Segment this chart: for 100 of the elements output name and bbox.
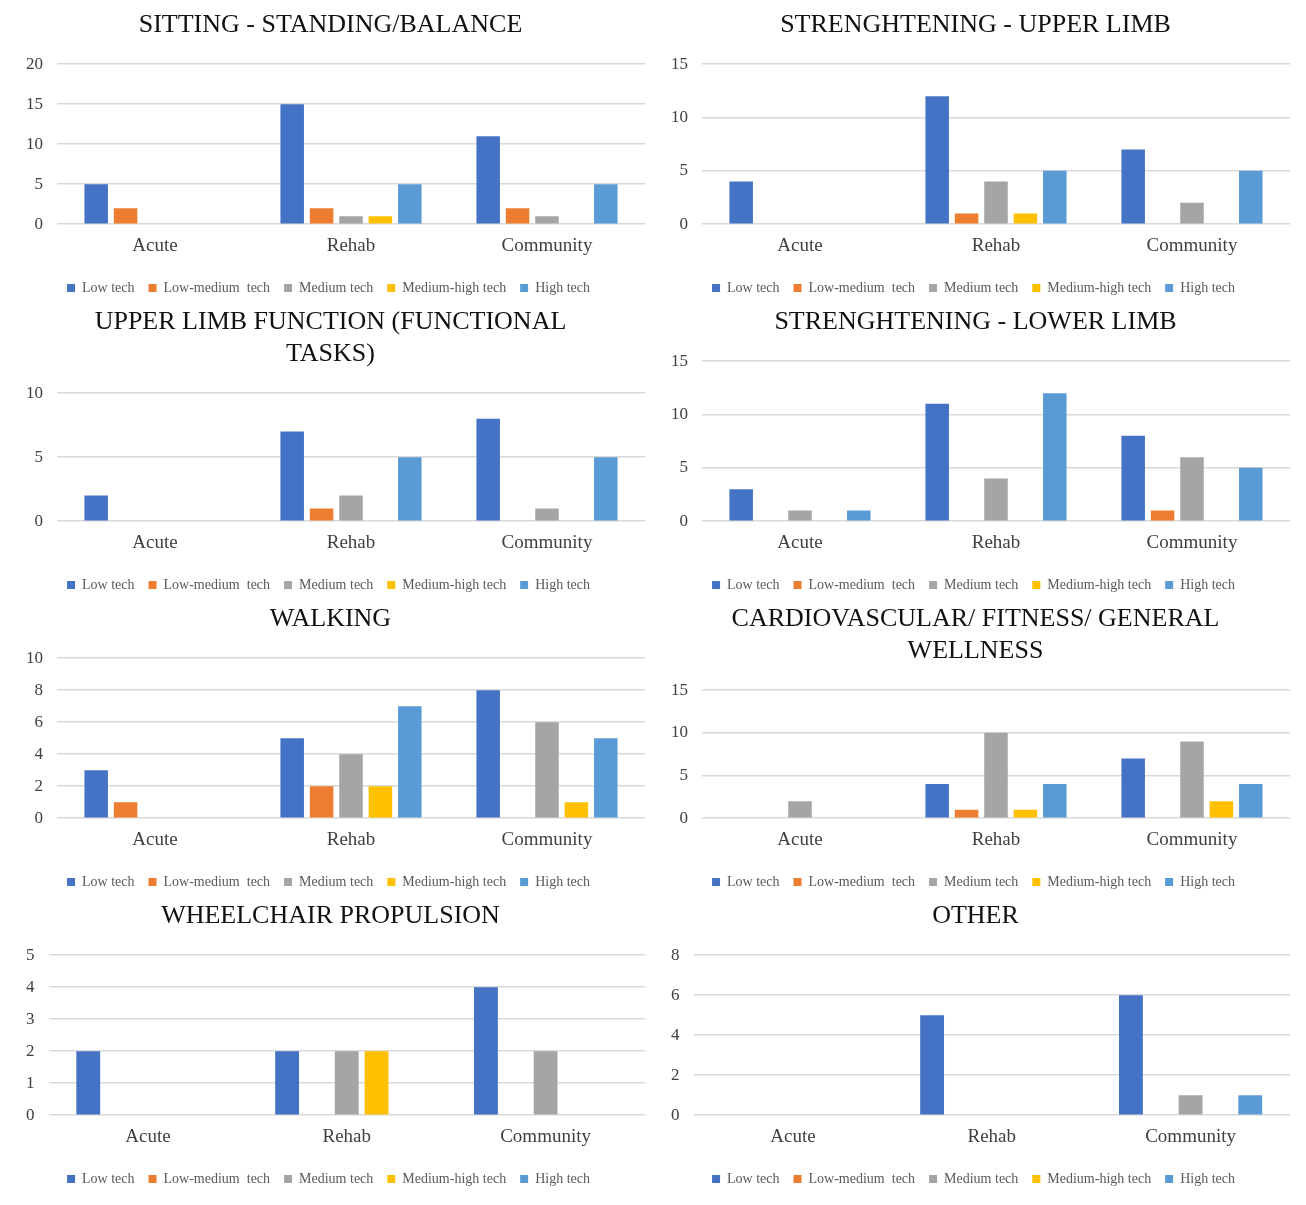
bar bbox=[1178, 1095, 1203, 1115]
legend-label: Low-medium tech bbox=[808, 1170, 916, 1186]
bar bbox=[729, 489, 753, 521]
bar bbox=[476, 136, 500, 224]
x-tick-label: Community bbox=[1146, 233, 1238, 255]
y-tick-label: 0 bbox=[34, 213, 43, 233]
legend-label: High tech bbox=[535, 1170, 590, 1186]
legend-label: Medium tech bbox=[299, 873, 374, 889]
bar bbox=[920, 1015, 945, 1115]
bar bbox=[309, 786, 334, 818]
bar bbox=[925, 784, 949, 818]
legend-label: Medium-high tech bbox=[402, 1170, 507, 1186]
legend-label: High tech bbox=[1180, 576, 1235, 592]
legend-label: Low-medium tech bbox=[163, 279, 271, 295]
legend-label: Medium tech bbox=[299, 1170, 374, 1186]
bar bbox=[535, 216, 559, 224]
x-tick-label: Acute bbox=[770, 1124, 816, 1146]
x-tick-label: Rehab bbox=[967, 1124, 1017, 1146]
bar bbox=[1043, 784, 1067, 818]
bar bbox=[984, 478, 1008, 521]
x-tick-label: Rehab bbox=[322, 1124, 372, 1146]
legend-label: High tech bbox=[535, 279, 590, 295]
legend-label: Low tech bbox=[727, 1170, 780, 1186]
bar bbox=[84, 770, 108, 818]
y-tick-label: 6 bbox=[671, 984, 680, 1004]
chart-title: OTHER bbox=[931, 899, 1020, 931]
legend-label: High tech bbox=[1180, 1170, 1235, 1186]
y-tick-label: 10 bbox=[26, 133, 43, 153]
y-tick-label: 10 bbox=[671, 722, 688, 742]
bar bbox=[847, 510, 871, 521]
bar bbox=[535, 722, 559, 818]
legend-label: High tech bbox=[535, 873, 590, 889]
x-tick-label: Acute bbox=[777, 233, 823, 255]
x-tick-label: Community bbox=[1146, 530, 1238, 552]
bar bbox=[1209, 801, 1234, 818]
y-tick-label: 2 bbox=[26, 1040, 35, 1060]
bar bbox=[984, 181, 1008, 224]
x-tick-label: Community bbox=[501, 233, 593, 255]
x-tick-label: Rehab bbox=[971, 827, 1021, 849]
chart-title: STRENGHTENING - UPPER LIMB bbox=[779, 8, 1172, 40]
y-tick-label: 15 bbox=[671, 679, 688, 699]
legend-label: Medium tech bbox=[944, 1170, 1019, 1186]
legend-label: Medium-high tech bbox=[402, 576, 507, 592]
legend-label: Medium-high tech bbox=[402, 279, 507, 295]
legend-label: Medium-high tech bbox=[1047, 576, 1152, 592]
x-tick-label: Community bbox=[500, 1124, 592, 1146]
y-tick-label: 5 bbox=[679, 160, 688, 180]
legend-label: Medium-high tech bbox=[1047, 873, 1152, 889]
bar bbox=[564, 802, 589, 818]
x-tick-label: Community bbox=[1145, 1124, 1237, 1146]
x-tick-label: Rehab bbox=[326, 827, 376, 849]
bar bbox=[1043, 170, 1067, 224]
bar bbox=[84, 184, 108, 224]
y-tick-label: 0 bbox=[679, 213, 688, 233]
y-tick-label: 15 bbox=[671, 53, 688, 73]
legend-label: High tech bbox=[1180, 279, 1235, 295]
legend-label: Low-medium tech bbox=[163, 1170, 271, 1186]
legend-label: Low tech bbox=[727, 279, 780, 295]
bar bbox=[1121, 758, 1145, 818]
bar bbox=[476, 690, 500, 818]
bar bbox=[1121, 435, 1145, 521]
y-tick-label: 0 bbox=[34, 807, 43, 827]
y-tick-label: 8 bbox=[34, 679, 43, 699]
x-tick-label: Acute bbox=[125, 1124, 171, 1146]
x-tick-label: Community bbox=[1146, 827, 1238, 849]
y-tick-label: 10 bbox=[26, 647, 43, 667]
x-tick-label: Acute bbox=[777, 827, 823, 849]
y-tick-label: 10 bbox=[26, 382, 43, 402]
bar bbox=[1239, 784, 1263, 818]
bar bbox=[788, 510, 812, 521]
x-tick-label: Community bbox=[501, 530, 593, 552]
bar bbox=[1180, 457, 1204, 521]
x-tick-label: Acute bbox=[777, 530, 823, 552]
bar bbox=[788, 801, 812, 818]
x-tick-label: Rehab bbox=[971, 530, 1021, 552]
bar bbox=[113, 802, 138, 818]
chart-title: UPPER LIMB FUNCTION (FUNCTIONAL TASKS) bbox=[93, 305, 568, 369]
legend-label: Medium tech bbox=[944, 873, 1019, 889]
x-tick-label: Rehab bbox=[326, 233, 376, 255]
y-tick-label: 5 bbox=[679, 765, 688, 784]
legend-label: Medium-high tech bbox=[1047, 279, 1152, 295]
legend-label: Low tech bbox=[727, 873, 780, 889]
y-tick-label: 0 bbox=[679, 510, 688, 530]
y-tick-label: 3 bbox=[26, 1008, 35, 1028]
y-tick-label: 2 bbox=[34, 775, 43, 795]
chart-title: WHEELCHAIR PROPULSION bbox=[160, 899, 501, 931]
chart-title: CARDIOVASCULAR/ FITNESS/ GENERAL WELLNESS bbox=[730, 602, 1221, 666]
y-tick-label: 5 bbox=[34, 446, 43, 466]
bar bbox=[1180, 202, 1204, 224]
y-tick-label: 20 bbox=[26, 53, 43, 73]
bar bbox=[1043, 393, 1067, 521]
legend-label: High tech bbox=[535, 576, 590, 592]
y-tick-label: 0 bbox=[34, 510, 43, 530]
bar bbox=[535, 508, 559, 521]
y-tick-label: 5 bbox=[26, 944, 35, 964]
legend-label: Low-medium tech bbox=[808, 873, 916, 889]
legend-label: Low tech bbox=[727, 576, 780, 592]
bar bbox=[339, 495, 363, 521]
bar bbox=[309, 508, 334, 521]
y-tick-label: 5 bbox=[679, 457, 688, 477]
